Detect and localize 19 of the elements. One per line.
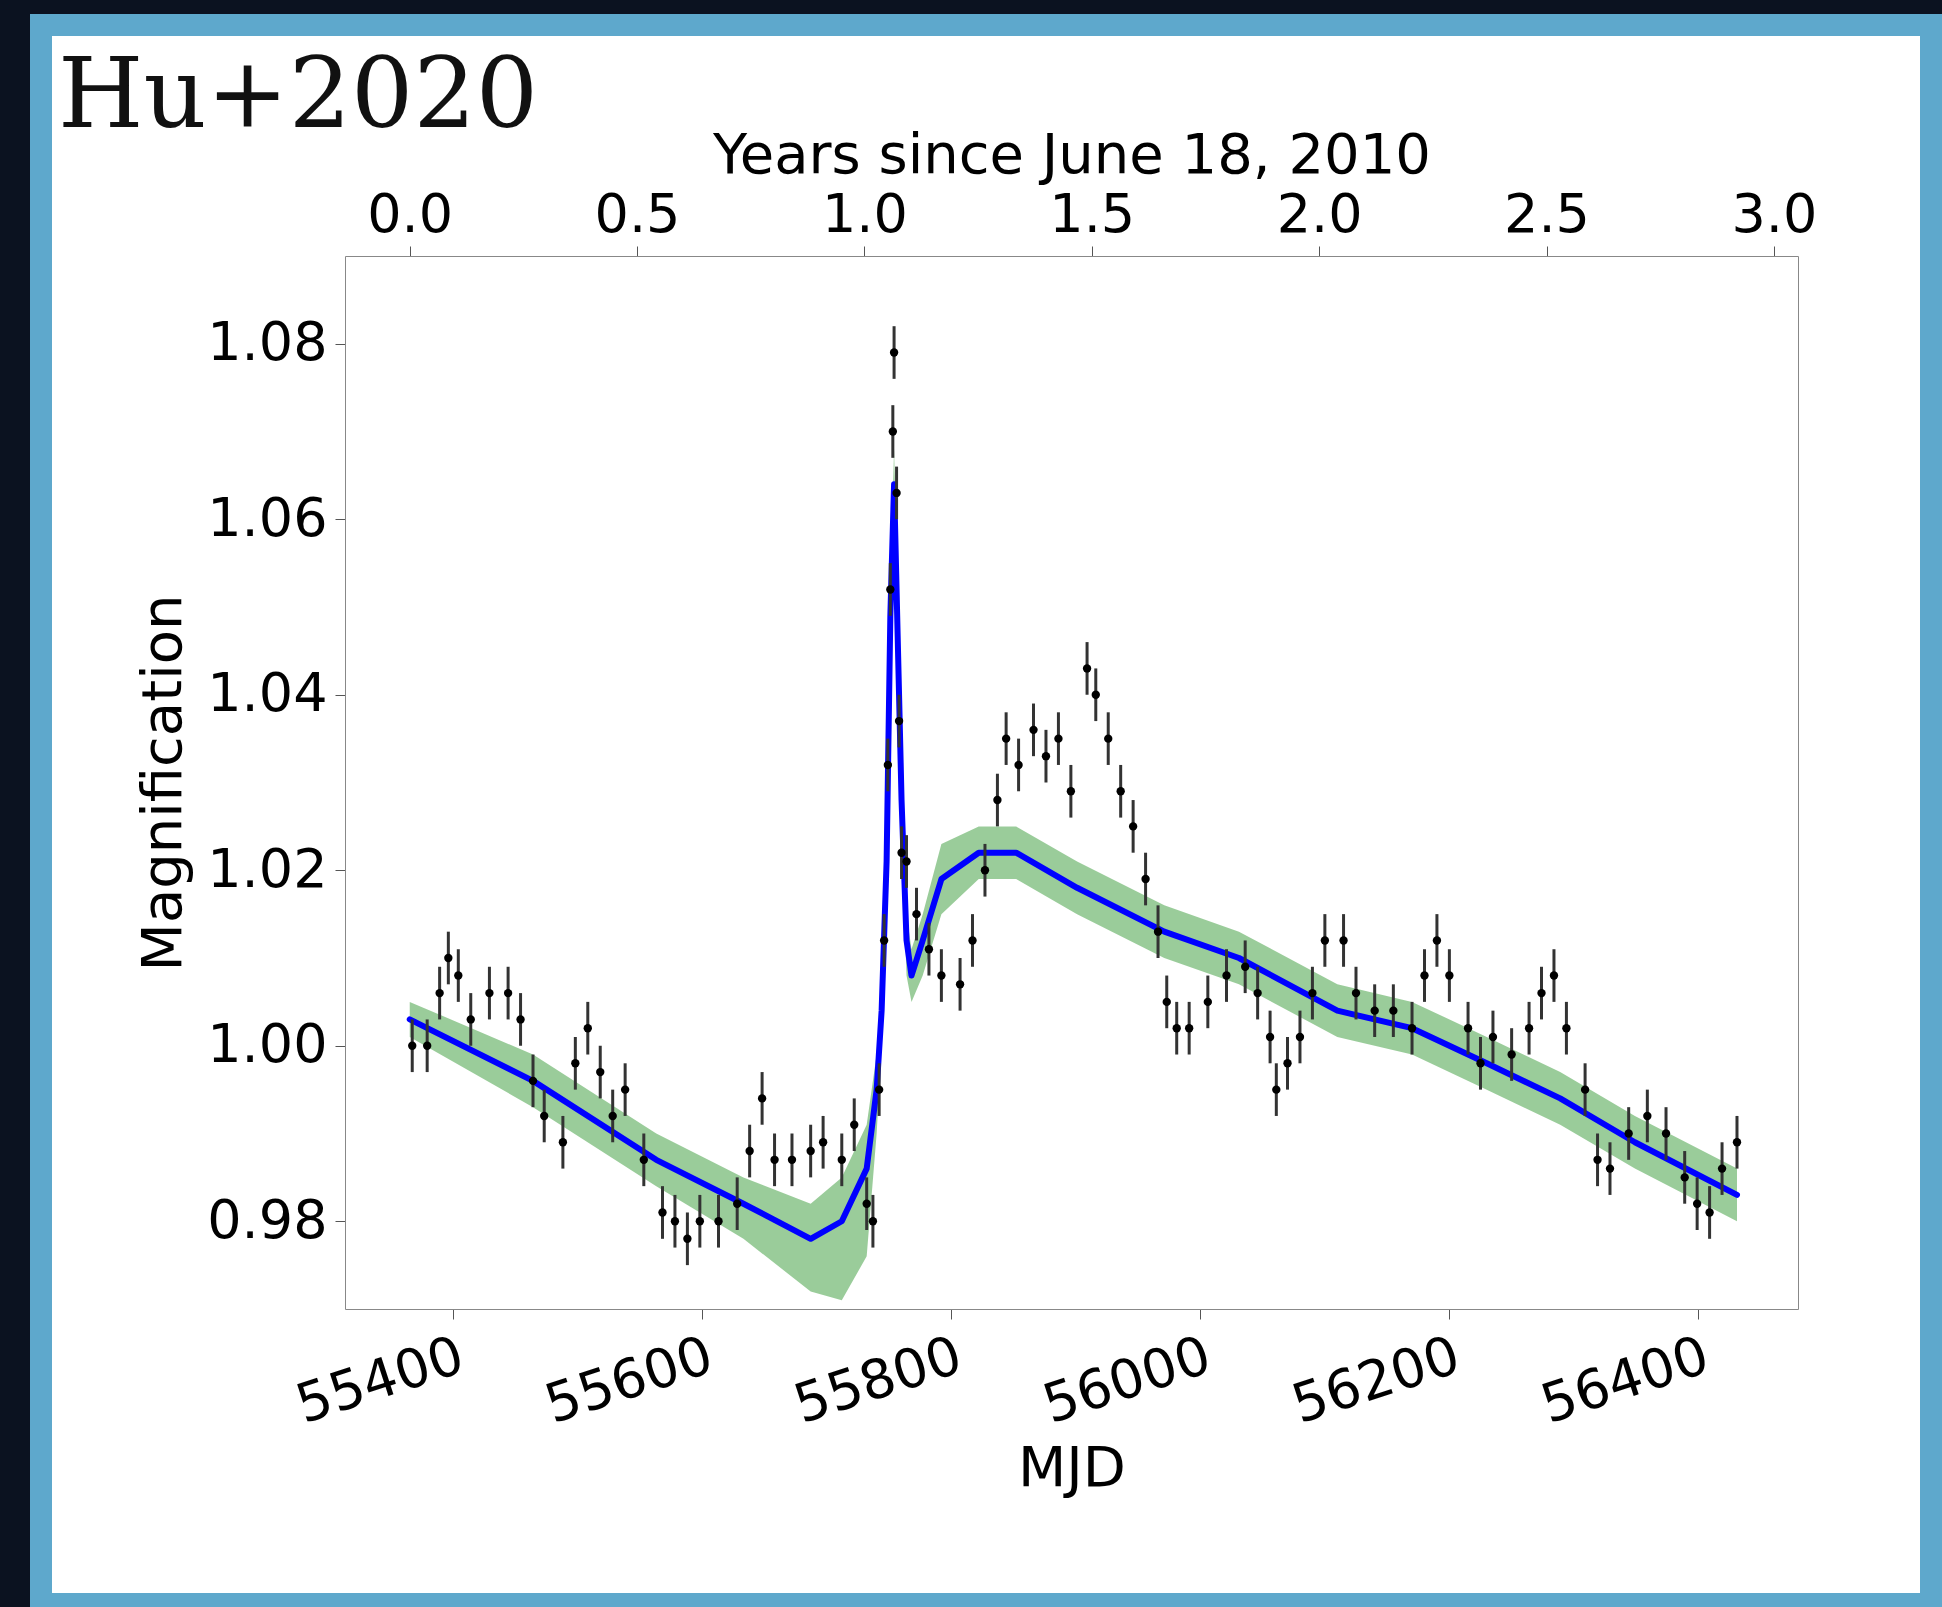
x2-tick-label: 2.5 [1504,181,1590,245]
chart-title: Hu+2020 [58,36,539,150]
y-tick-label: 1.08 [207,310,328,374]
x-tick-label: 55800 [786,1322,970,1436]
y-tick-label: 1.04 [207,661,328,725]
x2-tick-label: 3.0 [1731,181,1818,245]
x-axis-title: MJD [1018,1433,1126,1499]
y-tick-label: 1.06 [207,485,328,549]
y-tick-label: 0.98 [207,1187,328,1251]
x-tick-label: 56000 [1035,1322,1219,1436]
y-axis-title: Magnification [129,594,195,972]
y-tick-label: 1.00 [207,1012,328,1076]
x-tick-label: 55400 [288,1322,472,1436]
x2-tick-label: 0.0 [367,181,454,245]
x2-tick-label: 0.5 [594,181,681,245]
x-tick-label: 55600 [537,1322,721,1436]
x-tick-label: 56400 [1533,1322,1717,1436]
x-tick-label: 56200 [1284,1322,1468,1436]
y-tick-label: 1.02 [207,836,328,900]
